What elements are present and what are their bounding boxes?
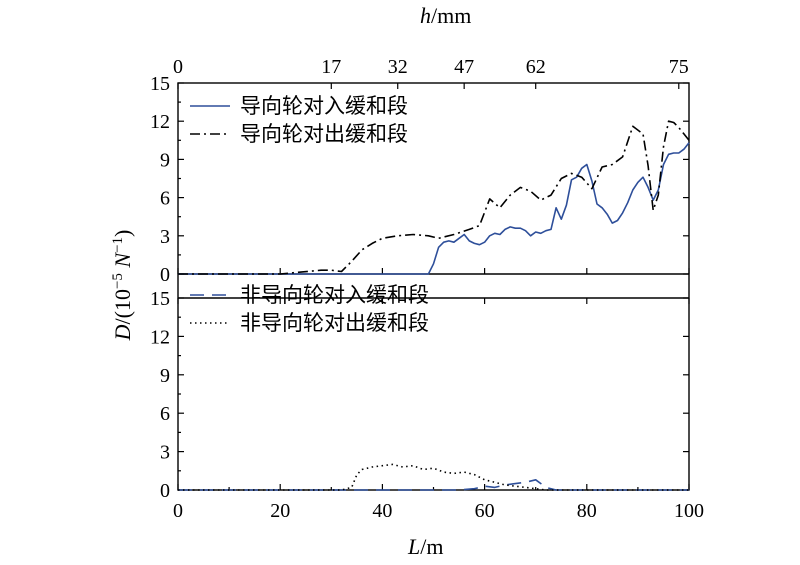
y-tick-label: 6 xyxy=(160,188,170,210)
x-tick-label: 20 xyxy=(270,500,290,522)
x-tick-label: 40 xyxy=(372,500,392,522)
top-tick-label: 47 xyxy=(454,56,474,78)
series-group xyxy=(178,120,690,491)
legend-label: 导向轮对入缓和段 xyxy=(240,94,408,118)
top-tick-label: 75 xyxy=(669,56,689,78)
legend-label: 非导向轮对入缓和段 xyxy=(240,283,429,307)
y-tick-label: 6 xyxy=(160,403,170,425)
top-tick-label: 17 xyxy=(321,56,341,78)
series-line-0-0 xyxy=(178,142,690,275)
x-tick-label: 80 xyxy=(577,500,597,522)
series-line-1-0 xyxy=(178,479,689,491)
legend-label: 导向轮对出缓和段 xyxy=(240,122,408,146)
x-tick-label: 100 xyxy=(674,500,704,522)
top-tick-label: 32 xyxy=(388,56,408,78)
y-tick-label: 9 xyxy=(160,365,170,387)
x-tick-label: 60 xyxy=(475,500,495,522)
y-tick-label: 15 xyxy=(150,288,170,310)
y-axis-label: D/(10−5 N−1) xyxy=(110,230,135,342)
top-tick-label: 62 xyxy=(526,56,546,78)
top-tick-label: 0 xyxy=(173,56,183,78)
y-tick-label: 3 xyxy=(160,226,170,248)
y-tick-label: 15 xyxy=(150,73,170,95)
y-tick-label: 0 xyxy=(160,264,170,286)
y-tick-label: 12 xyxy=(150,111,170,133)
top-axis-label: h/mm xyxy=(420,3,471,28)
y-tick-label: 0 xyxy=(160,480,170,502)
legend-label: 非导向轮对出缓和段 xyxy=(240,311,429,335)
y-tick-label: 9 xyxy=(160,149,170,171)
series-line-1-1 xyxy=(178,463,689,491)
x-tick-label: 0 xyxy=(173,500,183,522)
y-tick-label: 12 xyxy=(150,326,170,348)
x-axis-label: L/m xyxy=(407,534,443,559)
y-tick-label: 3 xyxy=(160,442,170,464)
